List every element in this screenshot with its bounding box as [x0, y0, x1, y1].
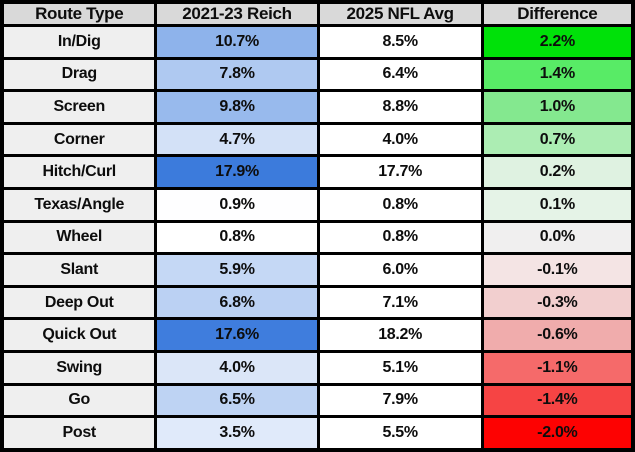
difference-cell: -0.1%: [480, 252, 635, 288]
route-type-cell: Texas/Angle: [0, 186, 158, 223]
nfl-avg-cell: 17.7%: [316, 154, 484, 190]
difference-cell: 0.2%: [480, 154, 635, 190]
difference-cell: -2.0%: [480, 415, 635, 452]
column-header-reich: 2021-23 Reich: [154, 0, 320, 27]
reich-cell: 17.9%: [154, 154, 320, 190]
route-type-cell: Wheel: [0, 219, 158, 256]
difference-cell: -1.4%: [480, 382, 635, 419]
table-row: Slant 5.9% 6.0% -0.1%: [0, 252, 635, 288]
table-row: Texas/Angle 0.9% 0.8% 0.1%: [0, 186, 635, 223]
table-row: Quick Out 17.6% 18.2% -0.6%: [0, 317, 635, 353]
nfl-avg-cell: 5.5%: [316, 415, 484, 452]
column-header-difference: Difference: [480, 0, 635, 27]
reich-cell: 4.0%: [154, 349, 320, 386]
nfl-avg-cell: 18.2%: [316, 317, 484, 353]
nfl-avg-cell: 8.5%: [316, 24, 484, 60]
nfl-avg-cell: 6.4%: [316, 56, 484, 93]
route-type-cell: Corner: [0, 121, 158, 158]
table-row: Drag 7.8% 6.4% 1.4%: [0, 56, 635, 93]
table-row: Deep Out 6.8% 7.1% -0.3%: [0, 284, 635, 321]
route-type-cell: Quick Out: [0, 317, 158, 353]
reich-cell: 10.7%: [154, 24, 320, 60]
route-type-cell: Deep Out: [0, 284, 158, 321]
difference-cell: 0.7%: [480, 121, 635, 158]
reich-cell: 9.8%: [154, 89, 320, 125]
table-body: In/Dig 10.7% 8.5% 2.2% Drag 7.8% 6.4% 1.…: [0, 24, 635, 452]
reich-cell: 0.8%: [154, 219, 320, 256]
table-row: Go 6.5% 7.9% -1.4%: [0, 382, 635, 419]
nfl-avg-cell: 0.8%: [316, 186, 484, 223]
nfl-avg-cell: 0.8%: [316, 219, 484, 256]
route-type-cell: Go: [0, 382, 158, 419]
route-type-cell: In/Dig: [0, 24, 158, 60]
header-row: Route Type 2021-23 Reich 2025 NFL Avg Di…: [0, 0, 635, 27]
table-row: Hitch/Curl 17.9% 17.7% 0.2%: [0, 154, 635, 190]
reich-cell: 6.5%: [154, 382, 320, 419]
column-header-nfl-avg: 2025 NFL Avg: [316, 0, 484, 27]
difference-cell: 0.1%: [480, 186, 635, 223]
difference-cell: 0.0%: [480, 219, 635, 256]
difference-cell: -0.3%: [480, 284, 635, 321]
difference-cell: 1.0%: [480, 89, 635, 125]
route-type-cell: Screen: [0, 89, 158, 125]
reich-cell: 17.6%: [154, 317, 320, 353]
difference-cell: -1.1%: [480, 349, 635, 386]
table-row: Screen 9.8% 8.8% 1.0%: [0, 89, 635, 125]
route-type-cell: Slant: [0, 252, 158, 288]
difference-cell: 2.2%: [480, 24, 635, 60]
table-row: Wheel 0.8% 0.8% 0.0%: [0, 219, 635, 256]
route-type-cell: Hitch/Curl: [0, 154, 158, 190]
column-header-route-type: Route Type: [0, 0, 158, 27]
nfl-avg-cell: 7.9%: [316, 382, 484, 419]
difference-cell: -0.6%: [480, 317, 635, 353]
difference-cell: 1.4%: [480, 56, 635, 93]
reich-cell: 7.8%: [154, 56, 320, 93]
route-type-cell: Swing: [0, 349, 158, 386]
table-row: Corner 4.7% 4.0% 0.7%: [0, 121, 635, 158]
reich-cell: 0.9%: [154, 186, 320, 223]
reich-cell: 5.9%: [154, 252, 320, 288]
route-type-cell: Drag: [0, 56, 158, 93]
nfl-avg-cell: 8.8%: [316, 89, 484, 125]
nfl-avg-cell: 7.1%: [316, 284, 484, 321]
reich-cell: 4.7%: [154, 121, 320, 158]
table-row: In/Dig 10.7% 8.5% 2.2%: [0, 24, 635, 60]
route-type-cell: Post: [0, 415, 158, 452]
nfl-avg-cell: 5.1%: [316, 349, 484, 386]
table-row: Post 3.5% 5.5% -2.0%: [0, 415, 635, 452]
table-row: Swing 4.0% 5.1% -1.1%: [0, 349, 635, 386]
nfl-avg-cell: 4.0%: [316, 121, 484, 158]
nfl-avg-cell: 6.0%: [316, 252, 484, 288]
reich-cell: 6.8%: [154, 284, 320, 321]
reich-cell: 3.5%: [154, 415, 320, 452]
